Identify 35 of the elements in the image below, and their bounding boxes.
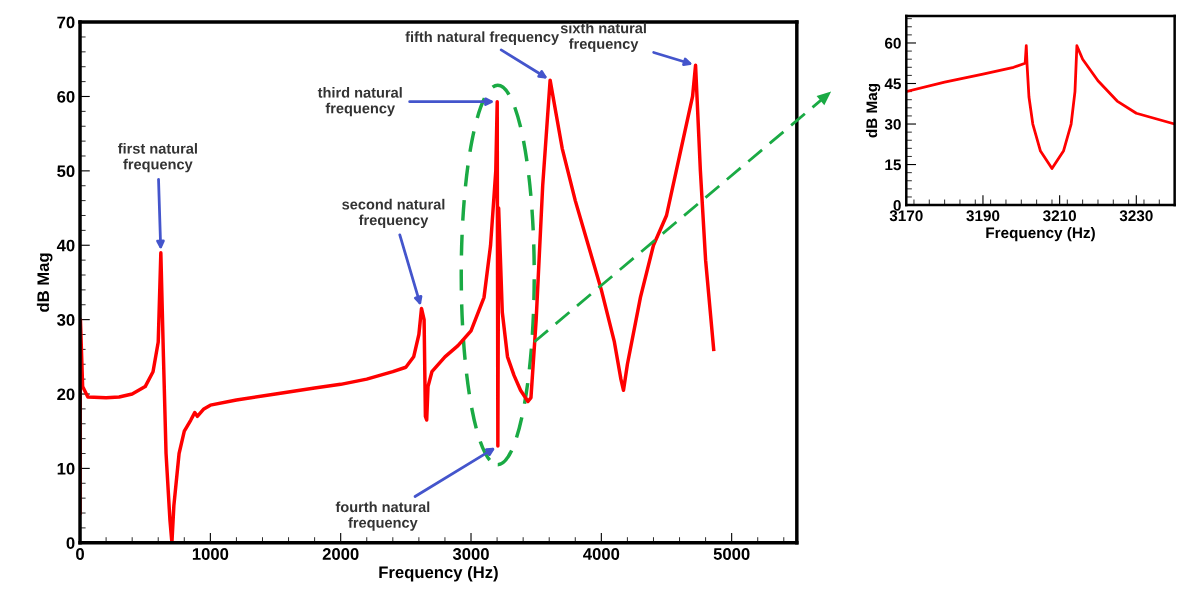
y-tick-label: 15	[885, 159, 901, 171]
y-axis-title: dB Mag	[865, 83, 881, 138]
y-tick-label: 45	[884, 78, 901, 90]
y-tick-label: 0	[66, 537, 75, 549]
x-tick-label: 2000	[322, 548, 359, 560]
y-tick-label: 40	[56, 239, 75, 252]
x-tick-label: 4000	[583, 548, 620, 560]
y-tick-label: 0	[893, 199, 901, 211]
annotation: fifth natural frequency	[405, 31, 560, 45]
x-tick-label: 3230	[1119, 210, 1153, 222]
y-tick-label: 60	[57, 90, 75, 103]
annotation: first natural frequency	[117, 143, 197, 173]
line-series	[80, 63, 716, 543]
x-tick-label: 3210	[1043, 210, 1077, 222]
line-series	[906, 44, 1175, 170]
y-tick-label: 30	[57, 314, 75, 326]
annotation: fourth natural frequency	[335, 501, 430, 531]
annotation: sixth natural frequency	[560, 22, 646, 52]
x-tick-label: 3170	[889, 210, 923, 222]
x-axis-title: Frequency (Hz)	[379, 565, 498, 582]
y-tick-label: 30	[884, 118, 901, 130]
y-tick-label: 10	[57, 462, 75, 475]
x-tick-label: 3190	[966, 210, 1000, 222]
annotation: third natural frequency	[317, 87, 402, 117]
x-tick-label: 3000	[452, 548, 489, 560]
x-axis-title: Frequency (Hz)	[986, 226, 1095, 242]
x-tick-label: 0	[76, 548, 84, 560]
annotation: second natural frequency	[342, 198, 445, 229]
y-tick-label: 20	[57, 388, 75, 401]
y-tick-label: 70	[57, 16, 75, 29]
x-tick-label: 5000	[713, 548, 750, 560]
y-tick-label: 50	[57, 165, 75, 178]
y-tick-label: 60	[885, 37, 901, 49]
y-axis-title: dB Mag	[36, 253, 53, 312]
x-tick-label: 1000	[192, 548, 229, 560]
